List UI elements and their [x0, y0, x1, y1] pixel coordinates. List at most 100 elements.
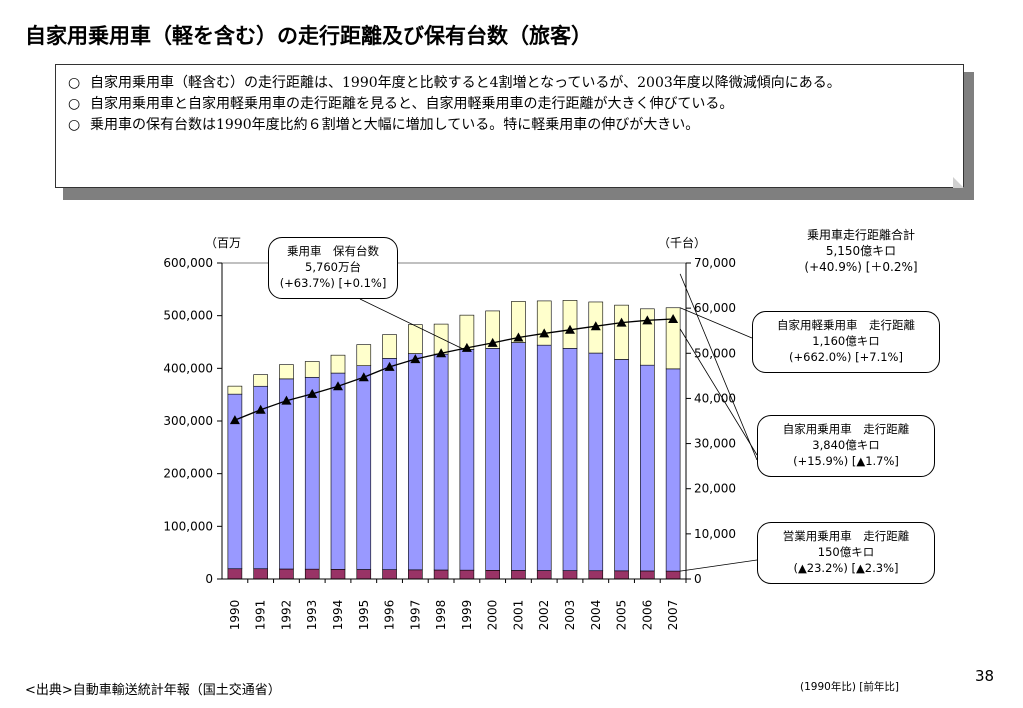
bullet-text: 自家用乗用車（軽含む）の走行距離は、1990年度と比較すると4割増となっているが… — [90, 75, 841, 91]
callout-vehicle-count: 乗用車 保有台数 5,760万台 (+63.7%) [+0.1%] — [268, 237, 398, 299]
right-tick-label: 40,000 — [694, 391, 736, 405]
bar-private — [536, 344, 552, 571]
bar-commercial — [562, 570, 578, 580]
bullet-marker: ○ — [68, 117, 81, 133]
right-axis-unit: （千台） — [658, 235, 706, 250]
vehicle-count-marker — [513, 332, 524, 342]
x-tick-label: 2000 — [486, 600, 500, 631]
right-tick-label: 20,000 — [694, 482, 736, 496]
bar-private — [330, 372, 346, 570]
bar-kei — [485, 310, 500, 349]
bullet-text: 乗用車の保有台数は1990年度比約６割増と大幅に増加している。特に軽乗用車の伸び… — [90, 117, 700, 133]
callout-leader — [680, 559, 758, 572]
left-tick-label: 500,000 — [163, 309, 213, 323]
bar-commercial — [588, 570, 604, 580]
right-tick-label: 10,000 — [694, 527, 736, 541]
bar-commercial — [356, 569, 372, 580]
x-tick-label: 1990 — [228, 600, 242, 631]
bar-commercial — [279, 568, 294, 580]
callout-change: (+662.0%) [+7.1%] — [789, 350, 903, 364]
vehicle-count-marker — [436, 348, 447, 358]
bar-commercial — [485, 570, 500, 580]
callout-private-distance: 自家用乗用車 走行距離 3,840億キロ (+15.9%) [▲1.7%] — [757, 415, 935, 477]
bar-commercial — [665, 570, 681, 580]
x-tick-label: 2005 — [615, 600, 629, 631]
callout-value: 3,840億キロ — [812, 438, 880, 452]
x-tick-label: 1998 — [434, 600, 448, 631]
bar-private — [382, 358, 397, 570]
bar-private — [588, 352, 604, 572]
bar-commercial — [459, 569, 475, 580]
vehicle-count-marker — [358, 372, 369, 382]
vehicle-count-marker — [255, 404, 266, 414]
callout-kei-distance: 自家用軽乗用車 走行距離 1,160億キロ (+662.0%) [+7.1%] — [752, 311, 940, 373]
left-tick-label: 0 — [205, 572, 213, 586]
x-tick-label: 2001 — [511, 600, 525, 631]
vehicle-count-marker — [229, 415, 240, 425]
callout-leader — [359, 298, 466, 351]
bar-kei — [536, 300, 552, 346]
bar-private — [614, 359, 629, 572]
x-tick-label: 1995 — [357, 600, 371, 631]
right-tick-label: 30,000 — [694, 437, 736, 451]
bar-kei — [279, 364, 294, 380]
callout-change: (+40.9%) [＋0.2%] — [804, 260, 918, 274]
page-title: 自家用乗用車（軽を含む）の走行距離及び保有台数（旅客） — [25, 24, 592, 48]
x-tick-label: 1994 — [331, 600, 345, 631]
page-curl — [953, 177, 964, 188]
bar-kei — [330, 354, 346, 374]
x-tick-label: 1991 — [254, 600, 268, 631]
left-tick-label: 300,000 — [163, 414, 213, 428]
callout-leader — [679, 328, 758, 456]
bar-commercial — [511, 570, 526, 580]
callout-leader — [679, 307, 753, 339]
bar-private — [511, 342, 526, 571]
callout-label: 乗用車走行距離合計 — [806, 228, 915, 242]
left-tick-label: 100,000 — [163, 519, 213, 533]
callout-value: 5,760万台 — [305, 260, 361, 274]
vehicle-count-marker — [590, 321, 601, 331]
vehicle-count-marker — [281, 395, 292, 405]
bar-kei — [227, 385, 243, 395]
x-tick-label: 1999 — [460, 600, 474, 631]
vehicle-count-marker — [333, 381, 343, 391]
plot-frame — [221, 262, 687, 580]
bar-commercial — [253, 568, 268, 580]
bar-commercial — [536, 570, 552, 580]
bullet-marker: ○ — [68, 96, 81, 112]
bar-private — [665, 368, 681, 572]
bar-commercial — [433, 569, 449, 580]
x-tick-label: 1992 — [279, 600, 293, 631]
bar-commercial — [408, 569, 423, 580]
vehicle-count-marker — [487, 337, 498, 347]
callout-change: (+15.9%) [▲1.7%] — [793, 454, 899, 468]
x-tick-label: 2002 — [537, 600, 551, 631]
vehicle-count-marker — [565, 324, 575, 334]
callout-value: 150億キロ — [817, 545, 875, 559]
summary-bullet: ○ 自家用乗用車（軽含む）の走行距離は、1990年度と比較すると4割増となってい… — [68, 73, 953, 94]
left-tick-label: 600,000 — [163, 256, 213, 270]
bar-commercial — [330, 569, 346, 580]
bar-private — [304, 376, 320, 570]
left-axis-unit: （百万 — [205, 236, 241, 250]
vehicle-count-marker — [410, 354, 421, 364]
bar-private — [485, 348, 500, 571]
bar-commercial — [382, 569, 397, 580]
callout-label: 営業用乗用車 走行距離 — [782, 529, 910, 543]
callout-value: 5,150億キロ — [825, 244, 897, 258]
left-tick-label: 200,000 — [163, 467, 213, 481]
bar-kei — [511, 301, 526, 343]
right-tick-label: 60,000 — [694, 301, 736, 315]
vehicle-count-line — [234, 318, 674, 421]
bullet-marker: ○ — [68, 75, 81, 91]
bar-commercial — [614, 570, 629, 580]
bar-kei — [408, 324, 423, 354]
bar-kei — [614, 304, 629, 360]
bar-kei — [304, 361, 320, 378]
callout-commercial-distance: 営業用乗用車 走行距離 150億キロ (▲23.2%) [▲2.3%] — [757, 522, 935, 584]
x-tick-label: 1993 — [305, 600, 319, 631]
x-tick-label: 2004 — [589, 600, 603, 631]
vehicle-count-marker — [384, 361, 395, 371]
bar-kei — [356, 344, 372, 366]
